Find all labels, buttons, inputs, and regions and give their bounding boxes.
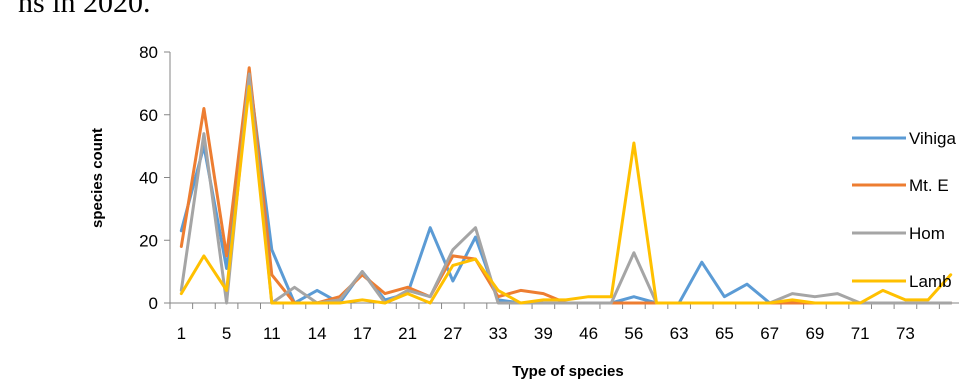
- y-tick-label: 80: [139, 43, 158, 62]
- y-axis-title: species count: [89, 128, 106, 228]
- legend-entry: Mt. E: [909, 176, 949, 195]
- x-tick-label: 63: [670, 324, 689, 343]
- x-tick-label: 73: [896, 324, 915, 343]
- x-tick-label: 67: [760, 324, 779, 343]
- x-tick-label: 21: [398, 324, 417, 343]
- x-tick-label: 69: [805, 324, 824, 343]
- x-tick-label: 14: [308, 324, 327, 343]
- y-axis: 0 20 40 60 80: [139, 43, 171, 313]
- page-caption-fragment: ns in 2020.: [18, 0, 151, 19]
- x-tick-label: 17: [353, 324, 372, 343]
- y-tick-label: 0: [149, 294, 158, 313]
- x-axis: 1 5 11 14 17 21 27 33 39 46 56 63 65 67 69 71 73: [169, 302, 959, 343]
- legend: Vihiga Mt. E Hom Lamb: [852, 129, 956, 291]
- x-tick-label: 5: [222, 324, 231, 343]
- x-tick-label: 56: [624, 324, 643, 343]
- series-line-vihiga: [179, 72, 953, 305]
- x-tick-label: 33: [489, 324, 508, 343]
- legend-entry: Vihiga: [909, 129, 956, 148]
- x-axis-title: Type of species: [512, 363, 623, 380]
- x-tick-label: 46: [579, 324, 598, 343]
- legend-entry: Hom: [909, 224, 945, 243]
- x-tick-label: 71: [851, 324, 870, 343]
- x-tick-label: 39: [534, 324, 553, 343]
- y-tick-label: 20: [139, 231, 158, 250]
- x-tick-label: 27: [443, 324, 462, 343]
- x-tick-label: 11: [263, 324, 281, 343]
- y-tick-label: 60: [139, 106, 158, 125]
- x-tick-label: 1: [177, 324, 186, 343]
- legend-entry: Lamb: [909, 272, 952, 291]
- x-tick-label: 65: [715, 324, 734, 343]
- y-tick-label: 40: [139, 169, 158, 188]
- series-layer: [179, 66, 953, 305]
- series-line-mt-elgon: [179, 66, 953, 305]
- series-line-lambwe: [179, 85, 953, 305]
- series-line-homa-bay: [179, 72, 953, 305]
